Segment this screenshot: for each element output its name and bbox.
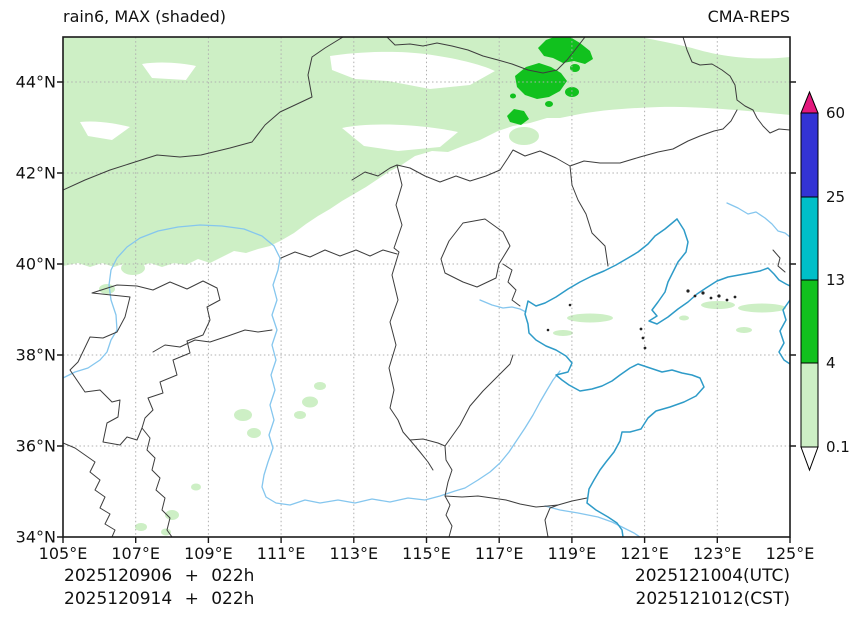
- y-tick-label: 44°N: [15, 72, 56, 92]
- y-tick-label: 42°N: [15, 163, 56, 183]
- x-tick-label: 107°E: [111, 544, 161, 563]
- coastline: [524, 218, 790, 537]
- x-tick-label: 117°E: [474, 544, 524, 563]
- x-tick-label: 123°E: [692, 544, 742, 563]
- shading-hole: [342, 124, 458, 151]
- rivers: [63, 202, 790, 537]
- model-name: CMA-REPS: [707, 7, 790, 26]
- colorbar: 60 25 13 4 0.1: [800, 90, 850, 472]
- colorbar-segment-13-25: [800, 196, 819, 281]
- init-time-block: 2025120906 + 022h 2025120914 + 022h: [64, 565, 254, 611]
- y-tick-label: 34°N: [15, 527, 56, 547]
- colorbar-label: 0.1: [826, 438, 850, 456]
- colorbar-label: 4: [826, 354, 836, 372]
- shading-hole: [80, 121, 130, 140]
- x-tick-label: 119°E: [547, 544, 597, 563]
- x-tick-label: 109°E: [184, 544, 233, 563]
- init-time-cst: 2025120914 + 022h: [64, 589, 255, 609]
- colorbar-segment-4-13: [800, 279, 819, 364]
- shading-hole: [330, 51, 495, 89]
- colorbar-under-arrow: [800, 446, 819, 472]
- x-tick-label: 105°E: [38, 544, 88, 563]
- axis-ticks: [57, 81, 796, 543]
- y-tick-label: 38°N: [15, 345, 56, 365]
- moderate-rain-shading: [507, 37, 593, 125]
- y-tick-label: 36°N: [15, 436, 56, 456]
- islands: [546, 289, 737, 350]
- x-tick-label: 111°E: [256, 544, 306, 563]
- shading-hole: [640, 37, 790, 59]
- colorbar-segment-25-60: [800, 112, 819, 198]
- valid-time-block: 2025121004(UTC) 2025121012(CST): [635, 565, 790, 611]
- colorbar-label: 60: [826, 104, 845, 122]
- x-tick-label: 121°E: [620, 544, 669, 563]
- x-tick-label: 115°E: [402, 544, 451, 563]
- colorbar-label: 25: [826, 188, 845, 206]
- valid-time-cst: 2025121012(CST): [635, 589, 790, 609]
- y-tick-label: 40°N: [15, 254, 56, 274]
- province-borders: [63, 37, 790, 537]
- plot-title: rain6, MAX (shaded): [63, 7, 227, 26]
- x-tick-label: 125°E: [765, 544, 815, 563]
- colorbar-segment-0.1-4: [800, 362, 819, 448]
- x-tick-label: 113°E: [329, 544, 379, 563]
- init-time-utc: 2025120906 + 022h: [64, 566, 255, 586]
- colorbar-over-arrow: [800, 90, 819, 114]
- shading-hole: [142, 62, 196, 80]
- valid-time-utc: 2025121004(UTC): [634, 566, 790, 586]
- gridlines: [63, 37, 790, 537]
- colorbar-label: 13: [826, 271, 845, 289]
